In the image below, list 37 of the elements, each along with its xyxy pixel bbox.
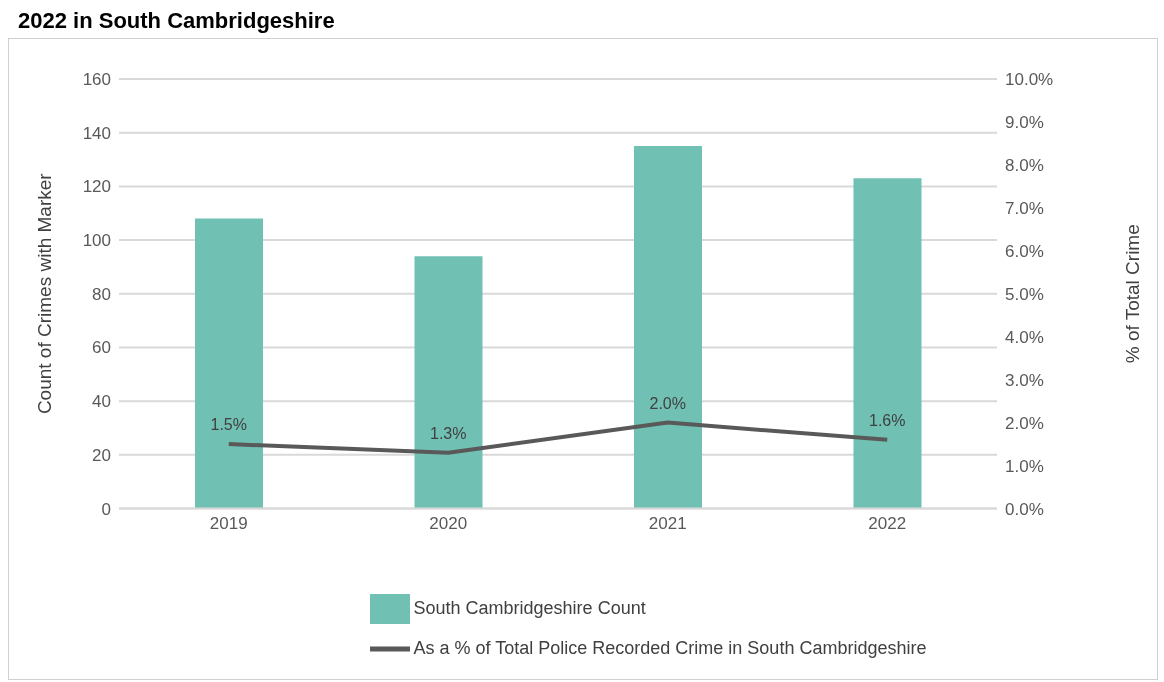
y-tick-label: 140 (82, 123, 111, 143)
y2-tick-label: 10.0% (1005, 70, 1054, 90)
y-tick-label: 20 (92, 445, 111, 465)
x-tick-label: 2019 (209, 513, 248, 533)
y-tick-label: 100 (82, 231, 111, 251)
legend-label: As a % of Total Police Recorded Crime in South Cambridgeshire (413, 637, 927, 658)
y2-tick-label: 6.0% (1005, 241, 1044, 261)
bar (195, 218, 263, 509)
y2-tick-label: 8.0% (1005, 155, 1044, 175)
data-label: 1.3% (430, 424, 467, 442)
bar (634, 146, 702, 509)
x-tick-label: 2021 (648, 513, 687, 533)
chart-title: 2022 in South Cambridgeshire (17, 8, 336, 35)
data-label: 1.6% (869, 411, 906, 429)
y2-tick-label: 7.0% (1005, 198, 1044, 218)
y2-tick-label: 1.0% (1005, 456, 1044, 476)
data-label: 2.0% (649, 394, 686, 412)
x-tick-label: 2022 (868, 513, 907, 533)
y2-tick-label: 4.0% (1005, 327, 1044, 347)
y2-axis-title: % of Total Crime (1121, 224, 1143, 364)
y-tick-label: 40 (92, 392, 111, 412)
y-tick-label: 120 (82, 177, 111, 197)
x-tick-label: 2020 (429, 513, 468, 533)
data-label: 1.5% (210, 416, 247, 434)
y-tick-label: 160 (82, 70, 111, 90)
y2-tick-label: 0.0% (1005, 499, 1044, 519)
y2-tick-label: 5.0% (1005, 284, 1044, 304)
y2-tick-label: 2.0% (1005, 413, 1044, 433)
y2-tick-label: 3.0% (1005, 370, 1044, 390)
legend-label: South Cambridgeshire Count (413, 597, 646, 618)
y2-tick-label: 9.0% (1005, 112, 1044, 132)
bar (853, 178, 922, 509)
y-tick-label: 0 (101, 499, 111, 519)
bar (414, 256, 483, 509)
y-axis-title: Count of Crimes with Marker (33, 172, 55, 415)
y-tick-label: 80 (92, 284, 111, 304)
y-tick-label: 60 (92, 338, 111, 358)
